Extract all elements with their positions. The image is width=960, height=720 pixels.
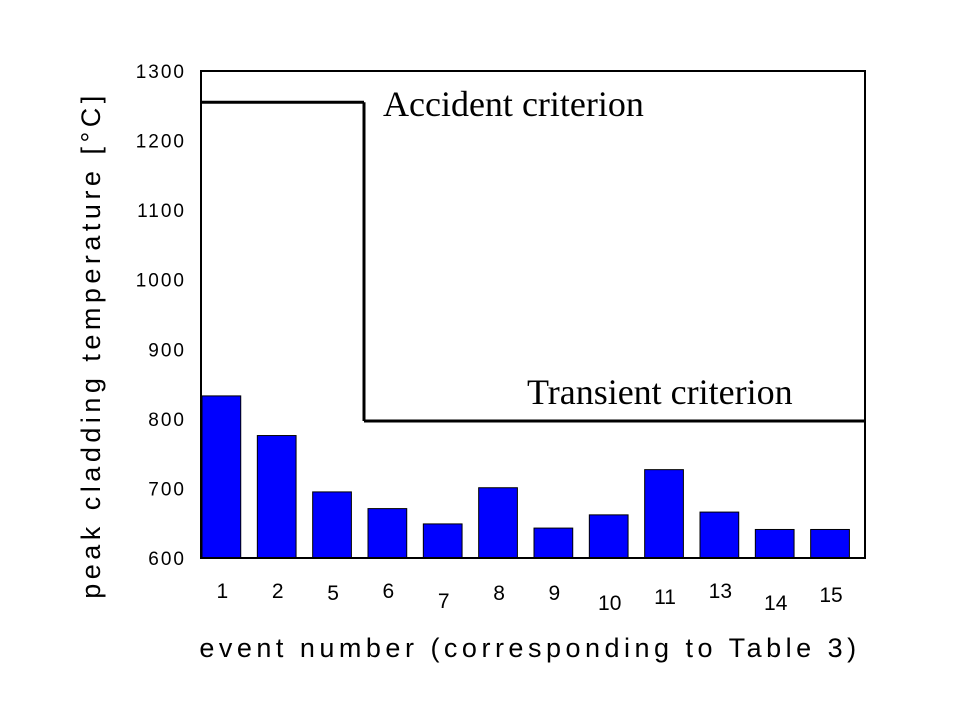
transient-criterion-label: Transient criterion [527,372,793,412]
bar [256,435,297,559]
x-tick-label: 5 [327,582,339,605]
bar [367,508,408,559]
bar [478,487,518,559]
bar [644,469,684,559]
x-tick-label: 10 [598,592,621,615]
x-tick-label: 14 [764,592,788,615]
bar [588,514,629,559]
criteria-lines [201,100,865,423]
x-tick-label: 7 [438,590,450,613]
y-tick-label: 800 [148,410,186,431]
plot-frame [200,70,866,559]
x-tick-label: 2 [272,580,284,603]
bar [699,511,740,559]
x-tick-label: 6 [383,580,395,603]
y-axis-ticks: 600 700 800 900 1000 1100 1200 1300 [136,62,186,570]
x-tick-label: 13 [709,580,732,603]
bar [810,528,850,559]
y-tick-label: 600 [148,549,186,570]
y-tick-label: 900 [148,340,186,361]
x-tick-label: 1 [217,580,229,603]
bars [201,395,850,559]
y-tick-label: 1000 [136,271,186,292]
bar [533,527,574,559]
x-tick-label: 15 [819,584,842,607]
bar [201,395,242,559]
y-axis-label: peak cladding temperature [°C] [76,91,106,599]
y-tick-label: 700 [148,479,186,500]
criteria-annotations: Accident criterion Transient criterion [383,84,793,412]
y-tick-label: 1200 [136,132,186,153]
x-tick-label: 9 [549,582,561,605]
accident-criterion-label: Accident criterion [383,84,644,124]
bar [754,528,795,559]
bar [422,523,463,559]
y-tick-label: 1300 [136,62,186,83]
x-tick-label: 11 [654,586,676,609]
bar [312,491,352,559]
x-axis-label: event number (corresponding to Table 3) [199,633,860,663]
x-axis-ticks: 1 2 5 6 7 8 9 10 11 13 14 15 [217,580,843,615]
y-tick-label: 1100 [137,201,186,222]
x-tick-label: 8 [493,582,505,605]
